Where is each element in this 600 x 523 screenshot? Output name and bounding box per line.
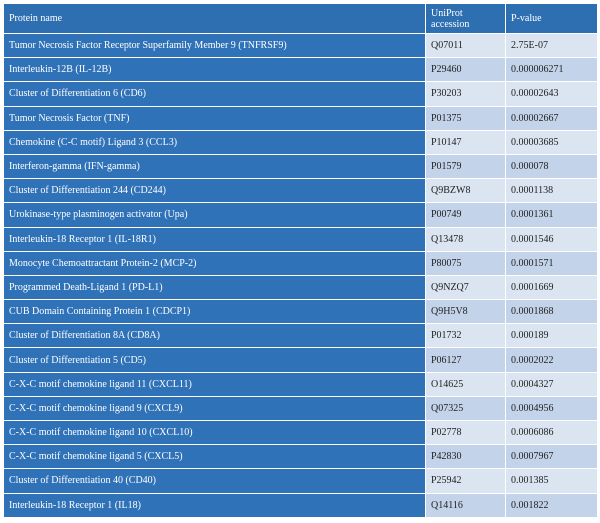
accession: P30203 [425,81,506,107]
accession: P06127 [425,347,506,373]
table-row: Monocyte Chemoattractant Protein-2 (MCP-… [3,250,598,276]
p-value: 0.00003685 [505,129,598,155]
protein-name: C-X-C motif chemokine ligand 9 (CXCL9) [3,395,426,422]
p-value: 0.0001361 [505,202,598,228]
accession: P01375 [425,105,506,131]
p-value: 0.001385 [505,468,598,494]
p-value: 0.0002022 [505,347,598,373]
accession: P01732 [425,323,506,349]
table-row: Interleukin-12B (IL-12B) P29460 0.00000627… [3,57,598,83]
protein-name: Interleukin-18 Receptor 1 (IL-18R1) [3,226,426,252]
header-row: Protein name UniProt accession P-value [3,3,598,34]
p-value: 2.75E-07 [505,32,598,59]
table-row: C-X-C motif chemokine ligand 11 (CXCL11)… [3,371,598,397]
accession: P00749 [425,202,506,228]
p-value: 0.000189 [505,323,598,349]
p-value: 0.0001546 [505,226,598,252]
protein-name: Cluster of Differentiation 8A (CD8A) [3,323,426,349]
accession: Q13478 [425,226,506,252]
protein-name: C-X-C motif chemokine ligand 11 (CXCL11) [3,371,426,397]
protein-table: Protein name UniProt accession P-value T… [3,3,598,518]
p-value: 0.0001669 [505,274,598,301]
accession: Q07325 [425,395,506,422]
accession: Q07011 [425,32,506,59]
accession: Q9NZQ7 [425,274,506,301]
table-row: Programmed Death-Ligand 1 (PD-L1) Q9NZQ7 0… [3,274,598,301]
protein-name: Tumor Necrosis Factor (TNF) [3,105,426,131]
accession: Q9BZW8 [425,178,506,204]
table-row: Interleukin-18 Receptor 1 (IL18) Q14116 0.… [3,492,598,518]
table-row: Interleukin-18 Receptor 1 (IL-18R1) Q1347… [3,226,598,252]
table-row: C-X-C motif chemokine ligand 9 (CXCL9) Q0… [3,395,598,422]
table-header: Protein name UniProt accession P-value [3,3,598,34]
table-row: Cluster of Differentiation 8A (CD8A) P017… [3,323,598,349]
protein-name: Cluster of Differentiation 40 (CD40) [3,468,426,494]
protein-name: Cluster of Differentiation 244 (CD244) [3,178,426,204]
accession: Q9H5V8 [425,299,506,325]
protein-name: Cluster of Differentiation 5 (CD5) [3,347,426,373]
protein-name: Interleukin-12B (IL-12B) [3,57,426,83]
accession: P02778 [425,419,506,446]
table-row: C-X-C motif chemokine ligand 10 (CXCL10)… [3,419,598,446]
protein-name: Chemokine (C-C motif) Ligand 3 (CCL3) [3,129,426,155]
protein-name: Tumor Necrosis Factor Receptor Superfami… [3,32,426,59]
protein-name: Programmed Death-Ligand 1 (PD-L1) [3,274,426,301]
p-value: 0.000078 [505,153,598,180]
p-value: 0.0004956 [505,395,598,422]
table-row: Tumor Necrosis Factor Receptor Superfami… [3,32,598,59]
p-value: 0.000006271 [505,57,598,83]
protein-name: Cluster of Differentiation 6 (CD6) [3,81,426,107]
p-value: 0.0004327 [505,371,598,397]
table-row: Cluster of Differentiation 5 (CD5) P06127… [3,347,598,373]
header-cell: Protein name [3,3,426,34]
table-row: Cluster of Differentiation 6 (CD6) P30203… [3,81,598,107]
p-value: 0.001822 [505,492,598,518]
accession: O14625 [425,371,506,397]
protein-name: Monocyte Chemoattractant Protein-2 (MCP-… [3,250,426,276]
accession: P10147 [425,129,506,155]
protein-name: Interleukin-18 Receptor 1 (IL18) [3,492,426,518]
table-row: C-X-C motif chemokine ligand 5 (CXCL5) P4… [3,444,598,470]
protein-name: C-X-C motif chemokine ligand 10 (CXCL10) [3,419,426,446]
p-value: 0.00002643 [505,81,598,107]
accession: P25942 [425,468,506,494]
accession: P01579 [425,153,506,180]
table-body: Tumor Necrosis Factor Receptor Superfami… [3,32,598,518]
accession: P80075 [425,250,506,276]
p-value: 0.0001138 [505,178,598,204]
p-value: 0.0001868 [505,299,598,325]
header-cell: P-value [505,3,598,34]
accession: P29460 [425,57,506,83]
protein-name: Urokinase-type plasminogen activator (Up… [3,202,426,228]
header-cell: UniProt accession [425,3,506,34]
table-row: Interferon-gamma (IFN-gamma) P01579 0.0000… [3,153,598,180]
accession: Q14116 [425,492,506,518]
protein-name: Interferon-gamma (IFN-gamma) [3,153,426,180]
table-row: Tumor Necrosis Factor (TNF) P01375 0.00002… [3,105,598,131]
p-value: 0.00002667 [505,105,598,131]
table-row: Chemokine (C-C motif) Ligand 3 (CCL3) P10… [3,129,598,155]
table-row: Cluster of Differentiation 244 (CD244) Q9… [3,178,598,204]
p-value: 0.0007967 [505,444,598,470]
accession: P42830 [425,444,506,470]
protein-name: C-X-C motif chemokine ligand 5 (CXCL5) [3,444,426,470]
table-row: Urokinase-type plasminogen activator (Up… [3,202,598,228]
p-value: 0.0001571 [505,250,598,276]
protein-name: CUB Domain Containing Protein 1 (CDCP1) [3,299,426,325]
table-row: CUB Domain Containing Protein 1 (CDCP1) Q… [3,299,598,325]
p-value: 0.0006086 [505,419,598,446]
table-row: Cluster of Differentiation 40 (CD40) P259… [3,468,598,494]
